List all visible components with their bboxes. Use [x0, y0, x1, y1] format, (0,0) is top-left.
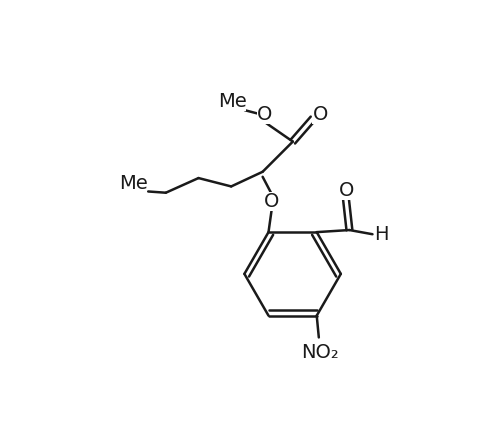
Text: Me: Me: [119, 174, 147, 193]
Text: O: O: [257, 105, 273, 124]
Text: O: O: [264, 192, 280, 211]
Text: O: O: [338, 181, 354, 200]
Text: H: H: [375, 225, 389, 244]
Text: Me: Me: [218, 92, 246, 111]
Text: NO₂: NO₂: [301, 343, 339, 362]
Text: O: O: [313, 105, 328, 124]
